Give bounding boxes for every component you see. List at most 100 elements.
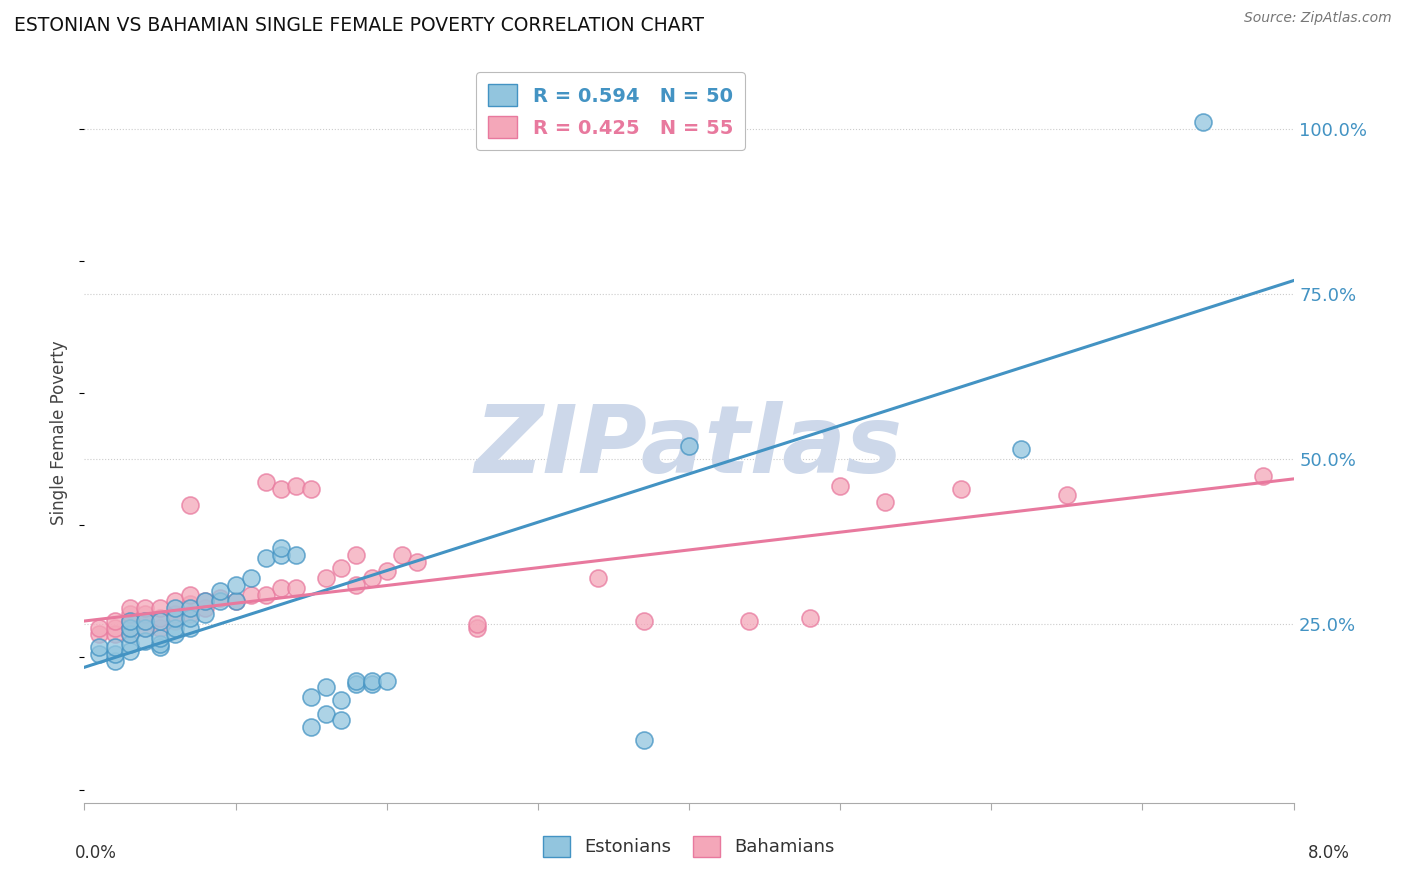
Point xyxy=(194,600,217,615)
Text: ESTONIAN VS BAHAMIAN SINGLE FEMALE POVERTY CORRELATION CHART: ESTONIAN VS BAHAMIAN SINGLE FEMALE POVER… xyxy=(14,16,704,35)
Point xyxy=(118,627,141,641)
Point xyxy=(118,600,141,615)
Point xyxy=(375,565,398,579)
Point xyxy=(375,673,398,688)
Point xyxy=(118,644,141,658)
Point xyxy=(1253,468,1275,483)
Point xyxy=(179,611,201,625)
Point xyxy=(254,475,277,490)
Point xyxy=(165,594,187,608)
Point xyxy=(239,571,262,585)
Point xyxy=(179,588,201,602)
Point xyxy=(285,581,308,595)
Point xyxy=(89,647,111,661)
Point xyxy=(89,621,111,635)
Point xyxy=(346,677,368,691)
Point xyxy=(678,439,700,453)
Point xyxy=(149,637,172,651)
Point xyxy=(299,690,322,704)
Point xyxy=(360,677,382,691)
Point xyxy=(270,541,292,556)
Point xyxy=(134,621,156,635)
Point xyxy=(299,720,322,734)
Point xyxy=(225,577,247,591)
Text: ZIPatlas: ZIPatlas xyxy=(475,401,903,493)
Point xyxy=(299,482,322,496)
Point xyxy=(165,621,187,635)
Point xyxy=(346,673,368,688)
Point xyxy=(134,600,156,615)
Point xyxy=(89,640,111,655)
Point xyxy=(104,614,127,628)
Point xyxy=(360,673,382,688)
Point xyxy=(346,577,368,591)
Point xyxy=(209,584,232,599)
Point xyxy=(118,614,141,628)
Point xyxy=(149,640,172,655)
Point xyxy=(104,621,127,635)
Point xyxy=(149,611,172,625)
Point xyxy=(285,478,308,492)
Point xyxy=(194,607,217,622)
Text: Source: ZipAtlas.com: Source: ZipAtlas.com xyxy=(1244,12,1392,25)
Point xyxy=(104,640,127,655)
Point xyxy=(406,555,429,569)
Point xyxy=(225,594,247,608)
Point xyxy=(179,607,201,622)
Point xyxy=(950,482,973,496)
Point xyxy=(118,637,141,651)
Point xyxy=(165,611,187,625)
Point xyxy=(179,499,201,513)
Point xyxy=(118,614,141,628)
Point xyxy=(467,617,489,632)
Point xyxy=(738,614,761,628)
Text: 0.0%: 0.0% xyxy=(75,844,117,862)
Point xyxy=(89,627,111,641)
Point xyxy=(165,614,187,628)
Point xyxy=(134,614,156,628)
Point xyxy=(633,614,655,628)
Text: 8.0%: 8.0% xyxy=(1308,844,1350,862)
Point xyxy=(1056,488,1078,502)
Point xyxy=(118,621,141,635)
Legend: Estonians, Bahamians: Estonians, Bahamians xyxy=(536,829,842,864)
Point xyxy=(346,548,368,562)
Point xyxy=(118,627,141,641)
Point xyxy=(830,478,852,492)
Point xyxy=(149,621,172,635)
Y-axis label: Single Female Poverty: Single Female Poverty xyxy=(51,341,69,524)
Point xyxy=(391,548,413,562)
Point xyxy=(467,621,489,635)
Point xyxy=(165,627,187,641)
Point xyxy=(149,631,172,645)
Point xyxy=(254,588,277,602)
Point xyxy=(285,548,308,562)
Point xyxy=(633,733,655,747)
Point xyxy=(179,600,201,615)
Point xyxy=(209,594,232,608)
Point xyxy=(315,571,337,585)
Point xyxy=(588,571,610,585)
Point xyxy=(270,548,292,562)
Point xyxy=(1011,442,1033,457)
Point xyxy=(134,621,156,635)
Point xyxy=(118,607,141,622)
Point xyxy=(194,594,217,608)
Point xyxy=(165,600,187,615)
Point xyxy=(134,607,156,622)
Point xyxy=(179,598,201,612)
Point xyxy=(104,647,127,661)
Point xyxy=(149,600,172,615)
Point xyxy=(315,680,337,694)
Point xyxy=(134,614,156,628)
Point xyxy=(1192,115,1215,129)
Point xyxy=(330,713,353,727)
Point xyxy=(254,551,277,566)
Point xyxy=(330,561,353,575)
Point xyxy=(315,706,337,721)
Point xyxy=(134,633,156,648)
Point xyxy=(225,594,247,608)
Point xyxy=(118,621,141,635)
Point xyxy=(270,482,292,496)
Point xyxy=(104,627,127,641)
